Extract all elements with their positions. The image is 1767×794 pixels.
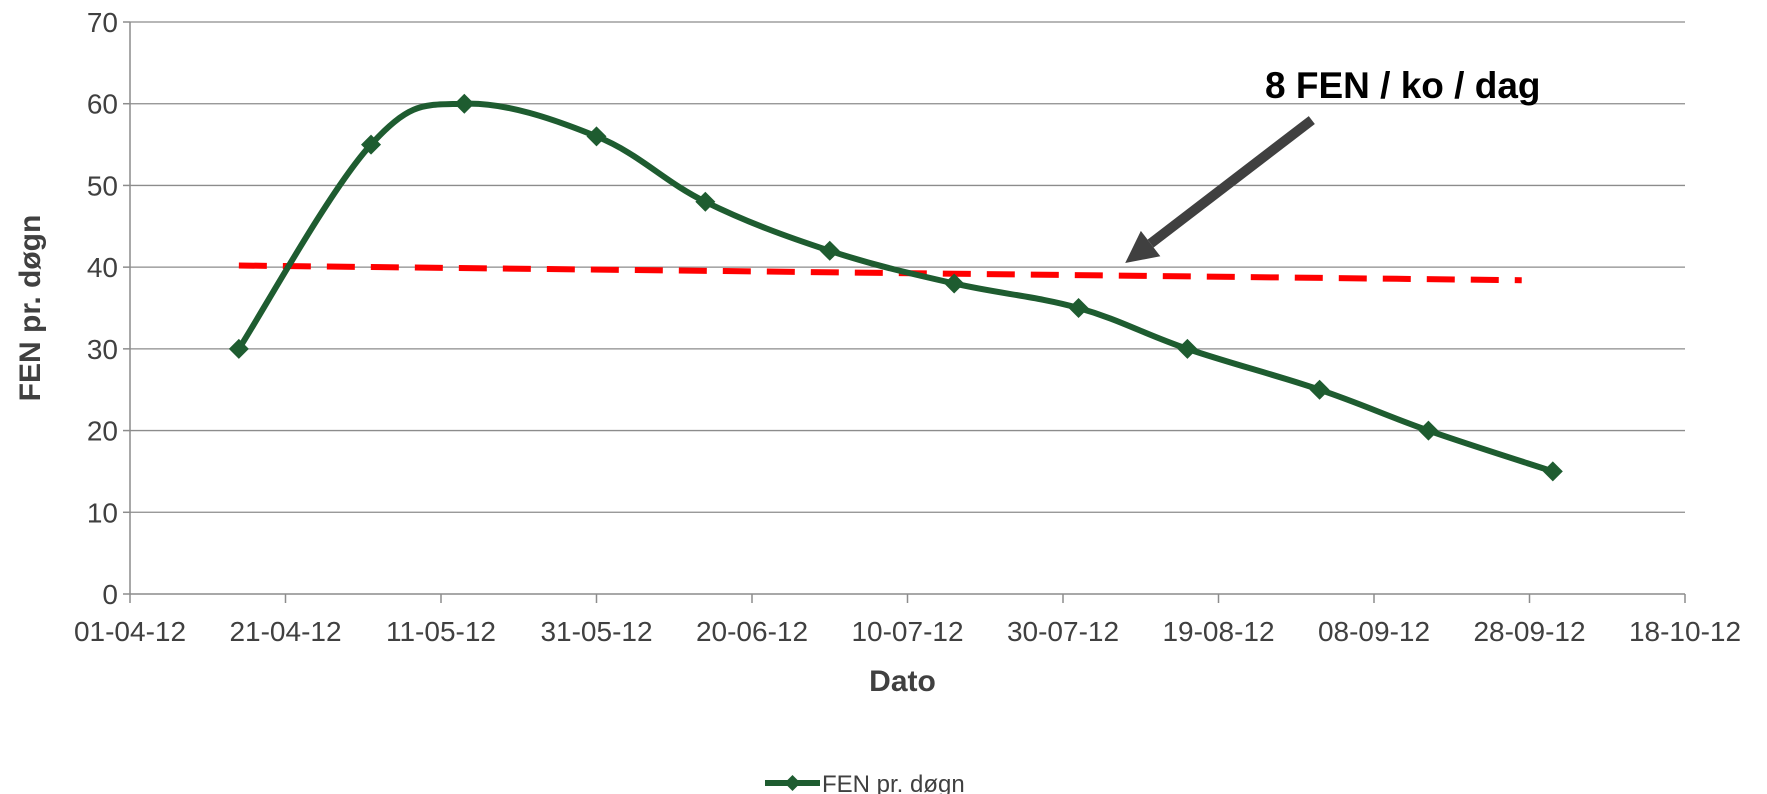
y-tick-label-20: 20 bbox=[87, 416, 118, 447]
annotation-arrow-shaft bbox=[1147, 116, 1315, 248]
y-axis-label: FEN pr. døgn bbox=[14, 215, 47, 402]
y-tick-label-0: 0 bbox=[102, 579, 118, 610]
reference-line-group bbox=[238, 262, 1522, 284]
axes bbox=[123, 21, 1686, 603]
data-point-9 bbox=[1309, 379, 1330, 400]
reference-line bbox=[238, 262, 1522, 284]
data-point-4 bbox=[695, 191, 716, 212]
data-point-6 bbox=[944, 273, 965, 294]
data-point-5 bbox=[819, 240, 840, 261]
x-tick-label-8: 08-09-12 bbox=[1318, 616, 1430, 647]
data-point-3 bbox=[586, 126, 607, 147]
annotation-arrow-head bbox=[1125, 230, 1161, 264]
legend-marker-swatch bbox=[784, 775, 801, 791]
series-group bbox=[228, 93, 1563, 482]
x-tick-label-3: 31-05-12 bbox=[540, 616, 652, 647]
x-tick-label-6: 30-07-12 bbox=[1007, 616, 1119, 647]
legend-entry-label: FEN pr. døgn bbox=[822, 771, 965, 794]
x-tick-label-5: 10-07-12 bbox=[851, 616, 963, 647]
series-line-0 bbox=[235, 100, 1556, 475]
data-point-10 bbox=[1418, 420, 1439, 441]
legend: FEN pr. døgn bbox=[765, 771, 965, 794]
data-point-1 bbox=[361, 134, 382, 155]
data-point-2 bbox=[454, 93, 475, 114]
x-axis-label: Dato bbox=[869, 665, 936, 698]
x-tick-label-2: 11-05-12 bbox=[386, 616, 496, 647]
data-point-11 bbox=[1542, 461, 1563, 482]
y-tick-label-30: 30 bbox=[87, 334, 118, 365]
y-tick-labels: 0 10 20 30 40 50 60 70 bbox=[87, 7, 118, 610]
x-tick-label-10: 18-10-12 bbox=[1629, 616, 1741, 647]
x-tick-labels: 01-04-12 21-04-12 11-05-12 31-05-12 20-06-12… bbox=[74, 616, 1741, 647]
data-point-7 bbox=[1068, 298, 1089, 318]
y-tick-label-60: 60 bbox=[87, 89, 118, 120]
x-tick-label-4: 20-06-12 bbox=[696, 616, 808, 647]
y-tick-label-10: 10 bbox=[87, 497, 118, 528]
annotation-group: 8 FEN / ko / dag bbox=[1125, 65, 1541, 264]
x-tick-label-1: 21-04-12 bbox=[229, 616, 341, 647]
data-point-0 bbox=[228, 338, 249, 359]
y-tick-label-50: 50 bbox=[87, 170, 118, 201]
x-tick-label-0: 01-04-12 bbox=[74, 616, 186, 647]
annotation-label: 8 FEN / ko / dag bbox=[1265, 65, 1541, 106]
x-tick-label-7: 19-08-12 bbox=[1162, 616, 1274, 647]
y-tick-label-70: 70 bbox=[87, 7, 118, 38]
x-tick-label-9: 28-09-12 bbox=[1473, 616, 1585, 647]
data-point-8 bbox=[1177, 338, 1198, 359]
y-tick-label-40: 40 bbox=[87, 252, 118, 283]
